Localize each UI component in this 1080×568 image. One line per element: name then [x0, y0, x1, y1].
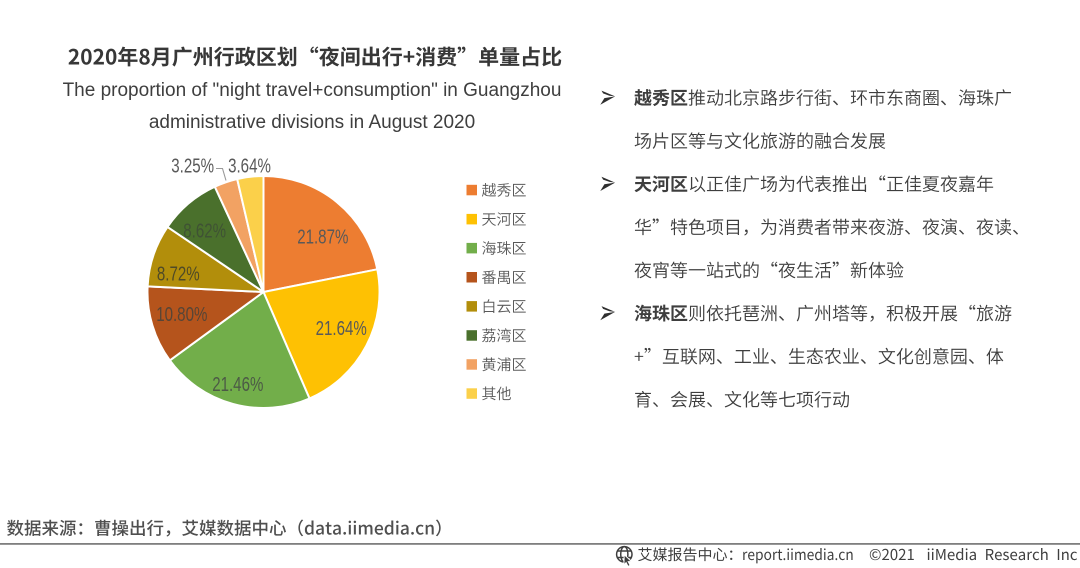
svg-text:8.62%: 8.62% — [183, 220, 226, 243]
svg-text:10.80%: 10.80% — [156, 303, 207, 326]
svg-text:8.72%: 8.72% — [157, 263, 200, 286]
svg-text:3.25%: 3.25% — [171, 154, 214, 177]
svg-text:administrative divisions in Au: administrative divisions in August 2020 — [149, 112, 475, 133]
svg-text:21.64%: 21.64% — [316, 317, 367, 340]
svg-text:21.46%: 21.46% — [212, 373, 263, 396]
svg-text:21.87%: 21.87% — [297, 226, 348, 249]
svg-text:3.64%: 3.64% — [228, 154, 271, 177]
svg-text:The proportion of "night trave: The proportion of "night travel+consumpt… — [63, 80, 562, 101]
